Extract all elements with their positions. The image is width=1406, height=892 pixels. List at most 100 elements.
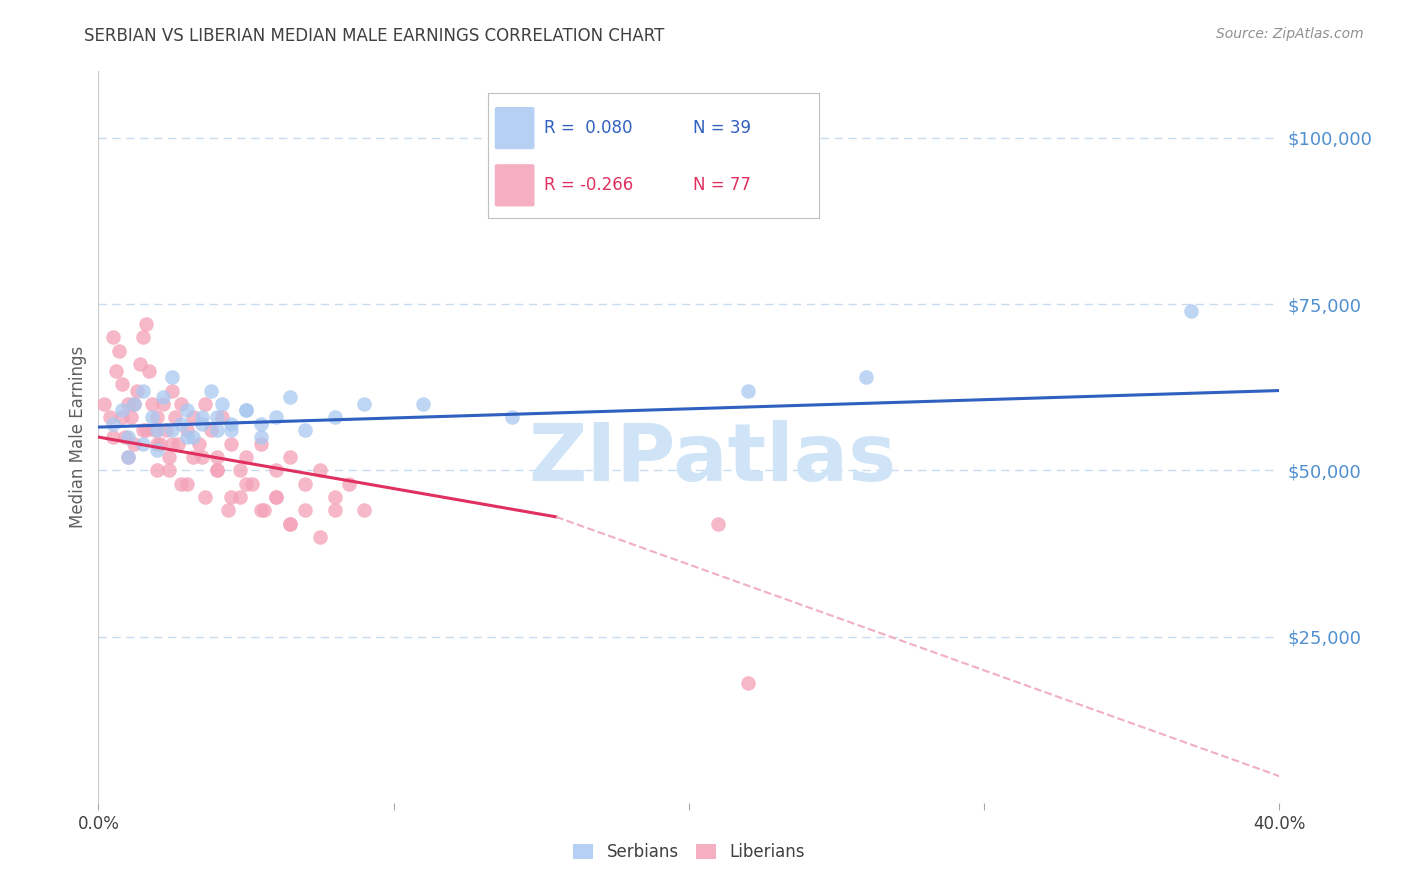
Point xyxy=(120,410,142,425)
Point xyxy=(181,410,204,425)
Point xyxy=(353,503,375,517)
Point xyxy=(170,397,193,411)
Point xyxy=(122,397,145,411)
Point xyxy=(162,384,183,398)
Point xyxy=(181,430,204,444)
Point xyxy=(132,384,155,398)
Point xyxy=(122,397,145,411)
Point xyxy=(141,410,163,425)
Point xyxy=(205,463,228,477)
Point xyxy=(152,390,174,404)
Point xyxy=(264,490,287,504)
Point xyxy=(221,490,243,504)
Point xyxy=(103,417,125,431)
Point xyxy=(264,490,287,504)
Point xyxy=(194,490,217,504)
Point xyxy=(157,463,180,477)
Point xyxy=(221,417,243,431)
Point xyxy=(194,397,217,411)
Point xyxy=(146,436,169,450)
Point xyxy=(143,424,166,438)
Point xyxy=(339,476,361,491)
Point xyxy=(138,363,160,377)
Point xyxy=(280,516,302,531)
Point xyxy=(294,476,316,491)
Point xyxy=(125,384,148,398)
Point xyxy=(176,403,198,417)
Point xyxy=(855,370,877,384)
Point xyxy=(205,450,228,464)
Point xyxy=(111,410,134,425)
Point xyxy=(707,516,730,531)
Point xyxy=(167,436,190,450)
Point xyxy=(250,503,273,517)
Point xyxy=(108,343,131,358)
Point xyxy=(250,436,273,450)
Point xyxy=(165,410,187,425)
Point xyxy=(98,410,121,425)
Point xyxy=(117,397,139,411)
Point xyxy=(191,417,214,431)
Point xyxy=(250,417,273,431)
Point xyxy=(205,424,228,438)
Point xyxy=(135,317,157,331)
Point xyxy=(737,676,759,690)
Point xyxy=(294,424,316,438)
Point xyxy=(146,410,169,425)
Legend: Serbians, Liberians: Serbians, Liberians xyxy=(567,837,811,868)
Point xyxy=(162,370,183,384)
Point xyxy=(737,384,759,398)
Point xyxy=(176,476,198,491)
Point xyxy=(191,410,214,425)
Point xyxy=(170,476,193,491)
Point xyxy=(117,450,139,464)
Point xyxy=(412,397,434,411)
Point xyxy=(162,424,183,438)
Point xyxy=(146,463,169,477)
Point xyxy=(105,363,128,377)
Point xyxy=(323,410,346,425)
Point xyxy=(103,330,125,344)
Point xyxy=(323,503,346,517)
Point xyxy=(280,390,302,404)
Point xyxy=(229,463,252,477)
Text: ZIPatlas: ZIPatlas xyxy=(529,420,897,498)
Point xyxy=(211,397,233,411)
Point xyxy=(111,376,134,391)
Point xyxy=(187,436,209,450)
Point xyxy=(162,436,183,450)
Point xyxy=(176,424,198,438)
Point xyxy=(205,463,228,477)
Point xyxy=(141,397,163,411)
Point xyxy=(250,430,273,444)
Point xyxy=(114,430,136,444)
Point xyxy=(309,530,332,544)
Point xyxy=(200,424,222,438)
Point xyxy=(132,424,155,438)
Point xyxy=(353,397,375,411)
Point xyxy=(205,410,228,425)
Point xyxy=(294,503,316,517)
Point xyxy=(132,436,155,450)
Point xyxy=(221,424,243,438)
Point xyxy=(176,430,198,444)
Point xyxy=(235,403,257,417)
Point xyxy=(181,450,204,464)
Point xyxy=(217,503,239,517)
Point xyxy=(229,490,252,504)
Point xyxy=(280,516,302,531)
Point xyxy=(155,424,177,438)
Point xyxy=(117,430,139,444)
Point xyxy=(280,450,302,464)
Point xyxy=(240,476,263,491)
Point xyxy=(323,490,346,504)
Point xyxy=(117,450,139,464)
Text: Source: ZipAtlas.com: Source: ZipAtlas.com xyxy=(1216,27,1364,41)
Point xyxy=(309,463,332,477)
Point xyxy=(235,450,257,464)
Point xyxy=(191,450,214,464)
Point xyxy=(1180,303,1202,318)
Point xyxy=(93,397,115,411)
Point xyxy=(111,403,134,417)
Y-axis label: Median Male Earnings: Median Male Earnings xyxy=(69,346,87,528)
